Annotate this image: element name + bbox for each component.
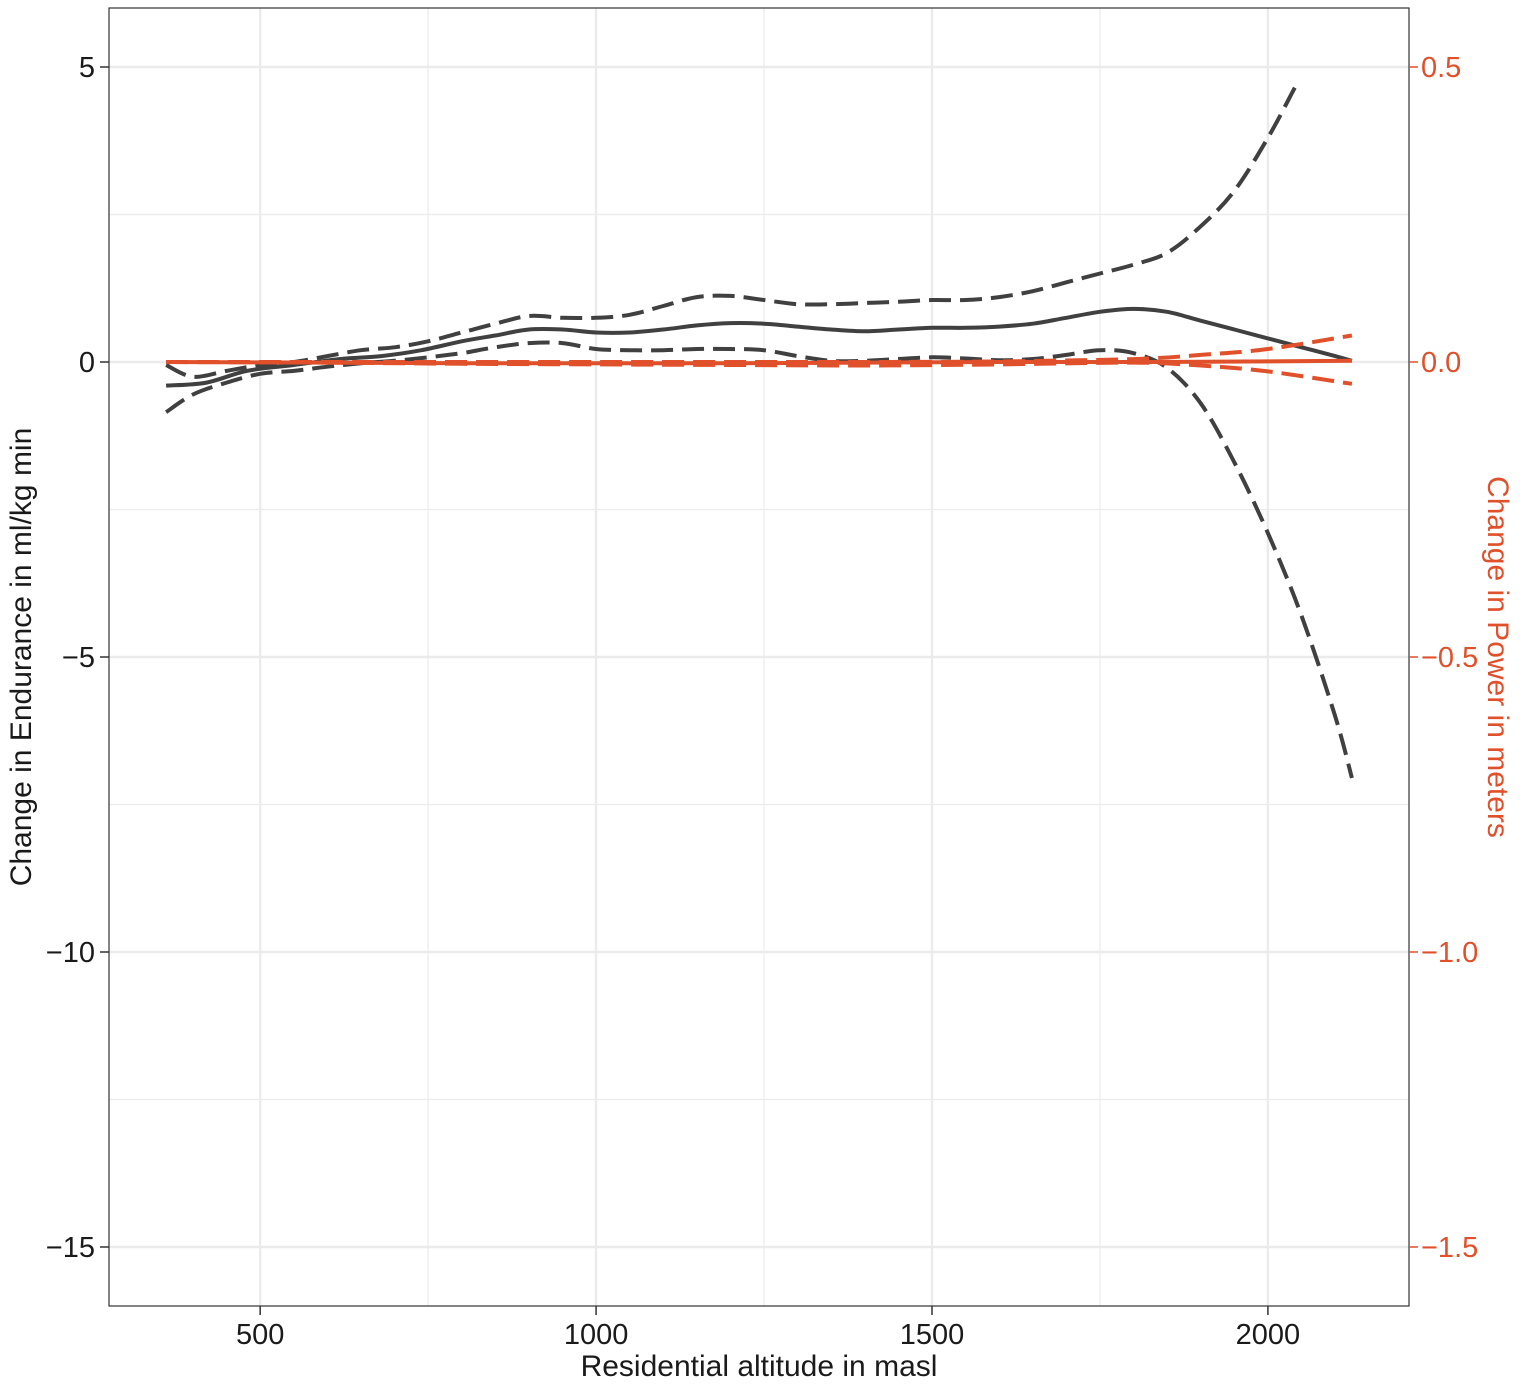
series-group [164, 86, 1354, 779]
series-line-power-dashed-5 [166, 360, 1353, 386]
x-axis-title: Residential altitude in masl [581, 1350, 938, 1383]
x-tick-label: 1000 [564, 1319, 629, 1351]
y2-tick-label: −0.5 [1421, 642, 1478, 674]
left-axis: 5 0 −5 −10 −15 [46, 52, 109, 1264]
x-tick-label: 2000 [1236, 1319, 1301, 1351]
y2-tick-label: −1.5 [1421, 1232, 1478, 1264]
series-line-endurance-dashed-1 [165, 86, 1297, 379]
x-tick-label: 500 [236, 1319, 284, 1351]
grid [109, 8, 1409, 1306]
x-tick-label: 1500 [900, 1319, 965, 1351]
y-tick-label: −15 [46, 1232, 95, 1264]
y-tick-label: 5 [79, 52, 95, 84]
y-tick-label: −5 [62, 642, 95, 674]
y2-tick-label: 0.5 [1421, 52, 1461, 84]
y-tick-label: −10 [46, 937, 95, 969]
y2-axis-title: Change in Power in meters [1481, 476, 1514, 838]
y-tick-label: 0 [79, 347, 95, 379]
y2-tick-label: 0.0 [1421, 347, 1461, 379]
y-axis-title: Change in Endurance in ml/kg min [5, 428, 38, 887]
y2-tick-label: −1.0 [1421, 937, 1478, 969]
right-axis: 0.5 0.0 −0.5 −1.0 −1.5 [1409, 52, 1478, 1264]
bottom-axis: 500 1000 1500 2000 [236, 1306, 1300, 1351]
series-line-endurance-solid-0 [165, 306, 1353, 388]
series-line-endurance-dashed-2 [164, 340, 1354, 779]
